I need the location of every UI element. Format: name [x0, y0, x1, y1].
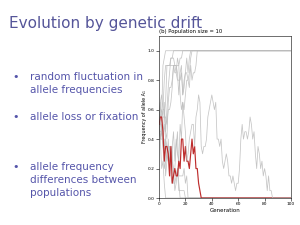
Y-axis label: Frequency of allele A₁: Frequency of allele A₁ [142, 90, 147, 144]
Text: allele loss or fixation: allele loss or fixation [30, 112, 138, 122]
Text: allele frequency
differences between
populations: allele frequency differences between pop… [30, 162, 136, 198]
Text: random fluctuation in
allele frequencies: random fluctuation in allele frequencies [30, 72, 143, 95]
Text: •: • [12, 112, 19, 122]
Text: •: • [12, 162, 19, 172]
Text: •: • [12, 72, 19, 82]
Text: Evolution by genetic drift: Evolution by genetic drift [9, 16, 202, 31]
X-axis label: Generation: Generation [210, 207, 240, 213]
Text: (b) Population size = 10: (b) Population size = 10 [159, 29, 222, 34]
